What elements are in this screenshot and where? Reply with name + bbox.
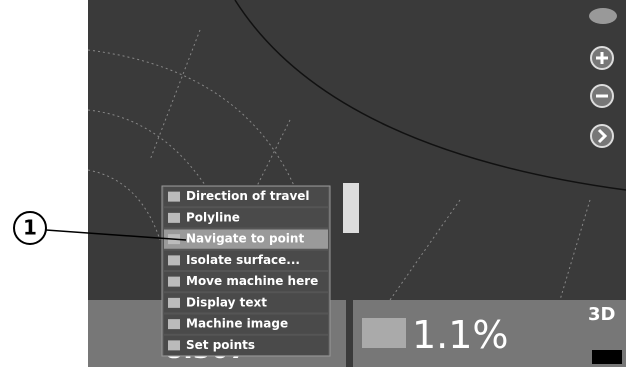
boundary <box>234 0 626 191</box>
callout-line <box>45 229 187 241</box>
grade: 1.1% <box>412 313 509 357</box>
indicator <box>592 350 622 364</box>
menu-item[interactable] <box>164 335 328 355</box>
menu-item-label: Polyline <box>186 210 240 224</box>
view-mode[interactable]: 3D <box>588 304 615 325</box>
machine <box>343 183 359 233</box>
menu-icon <box>168 340 180 351</box>
next[interactable] <box>590 124 614 148</box>
menu-icon <box>168 212 180 223</box>
menu-item-label: Display text <box>186 295 267 309</box>
menu-item[interactable] <box>164 229 328 249</box>
menu-icon <box>168 297 180 308</box>
menu-item-label: Direction of travel <box>186 189 310 203</box>
callout-circle <box>13 211 47 245</box>
menu-icon <box>168 255 180 266</box>
layer-icon[interactable] <box>589 8 617 24</box>
menu-item[interactable] <box>164 272 328 292</box>
menu-icon <box>168 191 180 202</box>
icons <box>596 52 608 144</box>
menu-item-label: Isolate surface... <box>186 253 300 267</box>
grade-icon <box>362 318 406 348</box>
menu-item[interactable] <box>164 250 328 270</box>
menu-icon <box>168 276 180 287</box>
context-menu: Direction of travel Polyline Navigate to p… <box>161 185 331 357</box>
menu-item-label: Machine image <box>186 317 288 331</box>
callout-label: 1 <box>23 216 37 240</box>
menu-item[interactable] <box>164 314 328 334</box>
menu-item[interactable] <box>164 208 328 228</box>
menu-item[interactable] <box>164 187 328 207</box>
menu-item-label: Move machine here <box>186 274 318 288</box>
menu-item[interactable] <box>164 293 328 313</box>
menu-item-label: Set points <box>186 338 255 352</box>
zoom-controls <box>590 46 614 148</box>
menu-icon <box>168 319 180 330</box>
menu-item-label: Navigate to point <box>186 232 304 246</box>
